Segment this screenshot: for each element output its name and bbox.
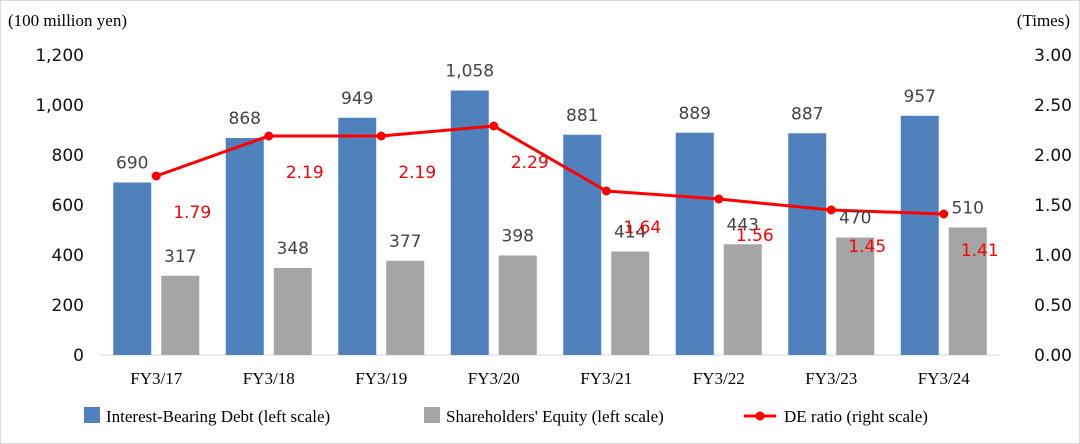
debt-value-label: 957 <box>904 87 936 107</box>
category-label: FY3/21 <box>580 369 632 388</box>
legend: Interest-Bearing Debt (left scale) Shareh… <box>84 407 928 426</box>
left-tick-label: 1,000 <box>35 96 84 116</box>
debt-bar <box>788 133 827 355</box>
category-label: FY3/17 <box>130 369 182 388</box>
equity-bar <box>273 268 312 355</box>
de-ratio-point <box>714 194 724 204</box>
equity-bar <box>723 244 762 355</box>
equity-bar <box>498 255 537 355</box>
category-label: FY3/18 <box>243 369 295 388</box>
equity-value-label: 470 <box>839 209 871 229</box>
legend-swatch-debt <box>84 407 100 423</box>
de-ratio-point <box>826 205 836 215</box>
left-tick-label: 400 <box>52 246 84 266</box>
debt-bar <box>113 182 152 355</box>
equity-value-label: 443 <box>727 215 759 235</box>
debt-bar <box>675 132 714 355</box>
equity-value-label: 348 <box>277 239 309 259</box>
legend-label-debt: Interest-Bearing Debt (left scale) <box>106 407 330 426</box>
equity-value-label: 398 <box>502 227 534 247</box>
debt-value-label: 889 <box>679 104 711 124</box>
right-tick-label: 2.00 <box>1034 146 1072 166</box>
debt-value-label: 1,058 <box>445 62 494 82</box>
debt-value-label: 949 <box>341 89 373 109</box>
category-label: FY3/24 <box>918 369 970 388</box>
de-ratio-point <box>939 209 949 219</box>
equity-value-label: 414 <box>614 223 646 243</box>
de-ratio-polyline <box>155 124 944 216</box>
legend-label-equity: Shareholders' Equity (left scale) <box>446 407 664 426</box>
equity-bar <box>948 227 987 355</box>
right-tick-label: 0.50 <box>1034 296 1072 316</box>
bars <box>113 90 987 355</box>
debt-value-label: 868 <box>229 109 261 129</box>
category-label: FY3/23 <box>805 369 857 388</box>
left-tick-label: 600 <box>52 196 84 216</box>
left-tick-label: 800 <box>52 146 84 166</box>
de-ratio-value-label: 2.19 <box>286 163 324 183</box>
de-ratio-value-label: 2.19 <box>398 163 436 183</box>
de-ratio-value-label: 1.56 <box>736 226 774 246</box>
debt-value-label: 690 <box>116 154 148 174</box>
de-ratio-point <box>601 186 611 196</box>
debt-bar <box>900 115 939 355</box>
category-label: FY3/19 <box>355 369 407 388</box>
de-ratio-value-label: 1.79 <box>173 203 211 223</box>
de-ratio-value-label: 1.41 <box>961 241 999 261</box>
right-axis-unit: (Times) <box>1017 11 1070 30</box>
right-tick-label: 1.50 <box>1034 196 1072 216</box>
de-ratio-line <box>151 121 949 219</box>
category-label: FY3/22 <box>693 369 745 388</box>
debt-bar <box>450 90 489 355</box>
legend-label-ratio: DE ratio (right scale) <box>784 407 928 426</box>
left-axis-unit: (100 million yen) <box>8 11 127 30</box>
equity-value-label: 510 <box>952 199 984 219</box>
debt-bar <box>338 117 377 355</box>
right-tick-label: 0.00 <box>1034 346 1072 366</box>
left-tick-label: 200 <box>52 296 84 316</box>
legend-marker-ratio <box>755 411 765 421</box>
equity-bar <box>161 275 200 355</box>
de-ratio-point <box>151 171 161 181</box>
debt-value-label: 881 <box>566 106 598 126</box>
de-ratio-point <box>489 121 499 131</box>
equity-value-label: 317 <box>164 247 196 267</box>
equity-bar <box>836 237 875 355</box>
de-ratio-value-label: 2.29 <box>511 153 549 173</box>
data-labels: 690 317 868 348 949 377 1,058 398 881 414 889 443 88… <box>116 62 999 267</box>
legend-swatch-equity <box>424 407 440 423</box>
right-tick-label: 1.00 <box>1034 246 1072 266</box>
left-tick-label: 1,200 <box>35 46 84 66</box>
de-ratio-value-label: 1.64 <box>623 218 661 238</box>
equity-value-label: 377 <box>389 232 421 252</box>
equity-bar <box>611 251 650 355</box>
debt-bar <box>225 138 264 355</box>
de-ratio-point <box>264 131 274 141</box>
equity-bar <box>386 260 425 355</box>
category-label: FY3/20 <box>468 369 520 388</box>
left-tick-label: 0 <box>73 346 84 366</box>
de-ratio-point <box>376 131 386 141</box>
right-tick-label: 2.50 <box>1034 96 1072 116</box>
de-ratio-value-label: 1.45 <box>848 237 886 257</box>
right-tick-label: 3.00 <box>1034 46 1072 66</box>
debt-value-label: 887 <box>791 104 823 124</box>
